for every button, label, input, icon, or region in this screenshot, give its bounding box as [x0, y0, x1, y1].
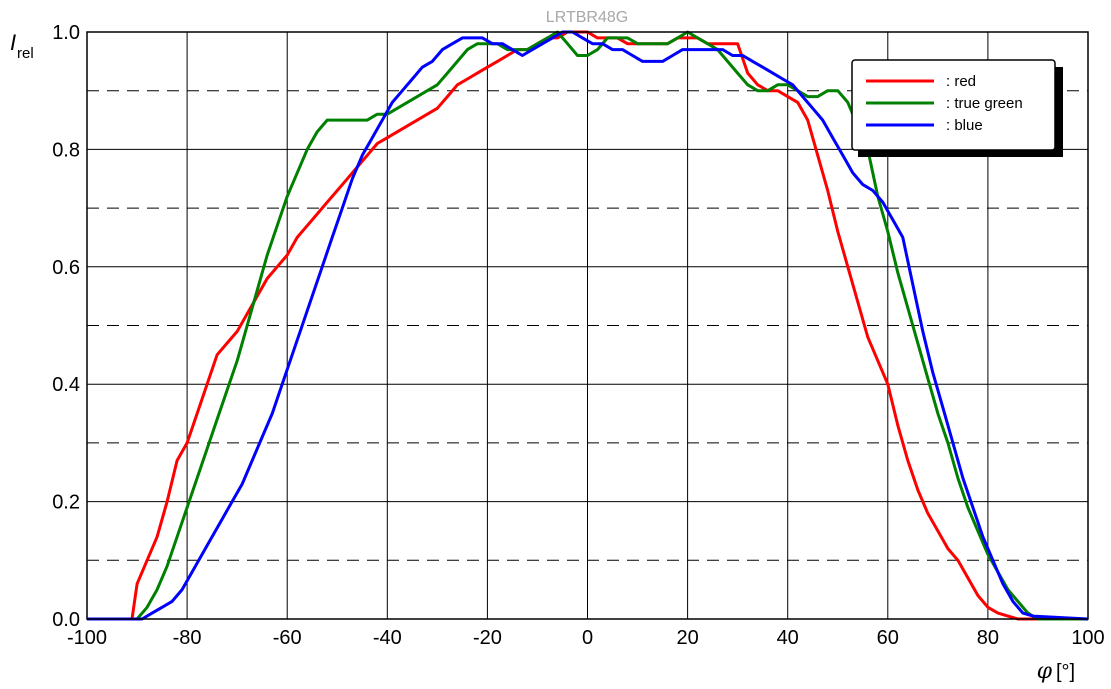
y-axis-label: I rel: [10, 30, 34, 62]
x-tick-label: -60: [273, 627, 302, 649]
x-tick-label: 20: [676, 627, 698, 649]
x-tick-label: -80: [173, 627, 202, 649]
y-tick-label: 0.0: [52, 609, 80, 631]
legend-label: : blue: [946, 117, 983, 134]
y-tick-label: 0.2: [52, 492, 80, 514]
x-tick-label: -20: [473, 627, 502, 649]
legend-label: : true green: [946, 95, 1023, 112]
x-tick-label: -100: [67, 627, 107, 649]
x-tick-label: 40: [777, 627, 799, 649]
x-axis-label-unit: [°]: [1056, 661, 1075, 683]
y-tick-label: 1.0: [52, 22, 80, 44]
y-tick-label: 0.8: [52, 139, 80, 161]
x-tick-label: 0: [582, 627, 593, 649]
y-tick-label: 0.6: [52, 257, 80, 279]
chart-title: LRTBR48G: [546, 9, 628, 26]
x-axis-label: φ [°]: [1037, 659, 1076, 684]
y-axis-label-main: I: [10, 30, 16, 55]
series-line: [87, 30, 1088, 621]
x-axis-label-symbol: φ: [1037, 659, 1053, 684]
plot-frame: [86, 31, 1089, 620]
y-axis-label-sub: rel: [17, 45, 34, 62]
series-line: [87, 30, 1089, 621]
x-tick-label: -40: [373, 627, 402, 649]
x-tick-label: 80: [977, 627, 999, 649]
x-tick-label: 60: [877, 627, 899, 649]
x-tick-label: 100: [1071, 627, 1104, 649]
tick-labels: -100 -80 -60 -40 -20 0 20 40 60 80 100 0.0 0.2 0.4 0.6…: [52, 22, 1105, 649]
series-layer: [87, 30, 1089, 621]
y-tick-label: 0.4: [52, 374, 80, 396]
series-line: [87, 30, 1088, 621]
legend-label: : red: [946, 73, 976, 90]
legend: : red : true green : blue: [851, 59, 1063, 157]
